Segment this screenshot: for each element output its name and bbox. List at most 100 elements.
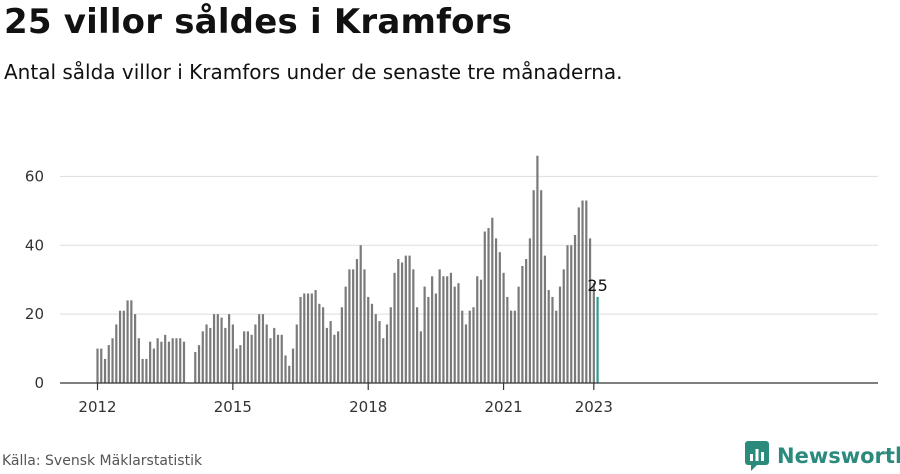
bar [378, 321, 381, 383]
x-tick-label: 2015 [214, 398, 252, 416]
y-tick-label: 20 [25, 305, 44, 323]
bar [280, 334, 283, 383]
bar [404, 255, 407, 383]
bar [224, 327, 227, 383]
bar [175, 338, 178, 383]
bar [400, 262, 404, 383]
bar [528, 238, 531, 383]
bar [588, 238, 592, 383]
bar [540, 190, 543, 383]
bar [393, 272, 396, 383]
bar [235, 348, 238, 383]
bar [525, 259, 528, 383]
bar [532, 190, 535, 383]
bar [585, 200, 588, 383]
bar [491, 217, 494, 383]
x-tick-label: 2021 [484, 398, 522, 416]
bar [299, 296, 302, 383]
bar [291, 348, 295, 383]
bar [250, 334, 253, 383]
bar [521, 265, 524, 383]
bar [363, 269, 366, 383]
bar [510, 310, 513, 383]
bar [182, 341, 186, 383]
bar [122, 310, 125, 383]
chart-subtitle: Antal sålda villor i Kramfors under de s… [4, 60, 623, 84]
bar [103, 358, 107, 383]
bar [408, 255, 411, 383]
y-tick-label: 0 [34, 374, 44, 392]
bar [107, 345, 110, 383]
bar [265, 324, 268, 383]
bar [100, 348, 103, 383]
chart-title: 25 villor såldes i Kramfors [4, 2, 513, 42]
bar [573, 234, 577, 383]
bar [149, 341, 152, 383]
bar [558, 286, 562, 383]
bar [374, 314, 377, 383]
bar [438, 269, 441, 383]
bar [461, 310, 464, 383]
bar [468, 310, 471, 383]
bar [295, 324, 298, 383]
bar [276, 334, 280, 383]
bar [194, 352, 197, 383]
x-tick-label: 2023 [575, 398, 613, 416]
bar [340, 307, 343, 383]
bar [547, 290, 550, 383]
bar [322, 307, 325, 383]
bar [130, 300, 133, 383]
bar [446, 276, 449, 383]
bar [164, 334, 167, 383]
brand-logo: Newsworthy [745, 440, 900, 472]
bar [476, 276, 479, 383]
bar [126, 300, 129, 383]
bar [464, 324, 468, 383]
bar [370, 303, 374, 383]
bar [96, 348, 99, 383]
bar [543, 255, 547, 383]
bar [385, 324, 389, 383]
bar [141, 358, 144, 383]
bar [494, 238, 498, 383]
bar [167, 341, 171, 383]
bar [152, 348, 155, 383]
bar [243, 331, 246, 383]
bar [502, 272, 505, 383]
bar [442, 276, 445, 383]
bar [258, 314, 261, 383]
bar [479, 279, 483, 383]
bar [216, 314, 219, 383]
bar [318, 303, 321, 383]
bar [453, 286, 456, 383]
bar [592, 283, 595, 383]
bar [566, 245, 569, 383]
bar [344, 286, 347, 383]
bar [457, 283, 460, 383]
bar [337, 331, 340, 383]
bar [472, 307, 475, 383]
bar [134, 314, 137, 383]
bar [201, 331, 204, 383]
bar [487, 228, 490, 383]
bar [352, 269, 355, 383]
bar [348, 269, 351, 383]
bar [171, 338, 174, 383]
bar [246, 331, 249, 383]
bar [325, 327, 328, 383]
bar [137, 338, 140, 383]
bar [389, 307, 392, 383]
bar [551, 296, 554, 383]
bar [333, 334, 336, 383]
bar [273, 327, 276, 383]
bar [306, 293, 310, 383]
bar [449, 272, 453, 383]
bar [239, 345, 242, 383]
bar [179, 338, 182, 383]
bar [303, 293, 306, 383]
bar [359, 245, 362, 383]
bar [423, 286, 426, 383]
bar [115, 324, 118, 383]
bar [160, 341, 163, 383]
bar [536, 155, 539, 383]
